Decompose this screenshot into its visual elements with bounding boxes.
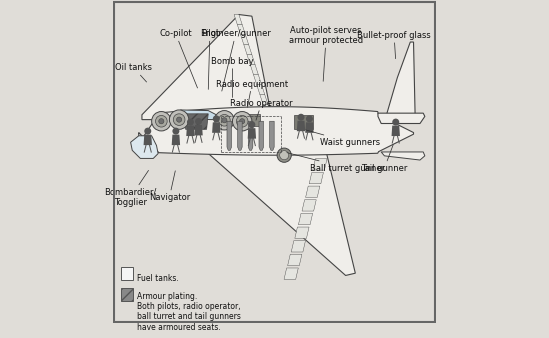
Polygon shape	[227, 121, 232, 150]
Text: Oil tanks: Oil tanks	[115, 64, 153, 82]
Circle shape	[195, 118, 202, 125]
Text: Ball turret gunner: Ball turret gunner	[287, 153, 385, 173]
Circle shape	[239, 119, 245, 124]
Polygon shape	[270, 121, 274, 150]
Circle shape	[215, 111, 234, 130]
Polygon shape	[313, 159, 327, 170]
Polygon shape	[294, 115, 313, 129]
Polygon shape	[257, 85, 265, 95]
Polygon shape	[212, 122, 221, 133]
Polygon shape	[306, 186, 320, 197]
Text: Bomb bay: Bomb bay	[211, 57, 254, 97]
Polygon shape	[383, 42, 415, 120]
Polygon shape	[131, 136, 158, 159]
Text: Tail gunner: Tail gunner	[361, 145, 407, 173]
Polygon shape	[194, 125, 203, 136]
Polygon shape	[206, 152, 355, 275]
Polygon shape	[247, 55, 255, 65]
Polygon shape	[291, 241, 305, 252]
Polygon shape	[238, 121, 242, 150]
Circle shape	[155, 115, 167, 127]
Circle shape	[277, 148, 292, 162]
Circle shape	[159, 119, 164, 124]
Polygon shape	[244, 45, 252, 55]
Circle shape	[306, 115, 313, 122]
Polygon shape	[144, 135, 152, 145]
Text: Radio operator: Radio operator	[230, 99, 293, 120]
Text: Bombardier/
Togglier: Bombardier/ Togglier	[104, 170, 157, 207]
Circle shape	[222, 118, 227, 123]
Polygon shape	[242, 114, 260, 126]
Text: Co-pilot: Co-pilot	[159, 29, 198, 88]
Text: Radio equipment: Radio equipment	[216, 79, 288, 107]
Circle shape	[170, 110, 189, 129]
Polygon shape	[378, 113, 425, 123]
Bar	[121, 288, 133, 301]
Circle shape	[232, 112, 252, 131]
Polygon shape	[248, 121, 253, 150]
Text: Armour plating.
Both pilots, radio operator,
ball turret and tail gunners
have a: Armour plating. Both pilots, radio opera…	[137, 292, 241, 332]
Polygon shape	[172, 135, 180, 145]
Circle shape	[248, 121, 255, 128]
Circle shape	[173, 114, 185, 125]
Circle shape	[144, 128, 152, 135]
Polygon shape	[248, 128, 256, 139]
Polygon shape	[309, 172, 323, 184]
Polygon shape	[186, 114, 208, 129]
Bar	[121, 267, 133, 280]
Circle shape	[213, 115, 220, 122]
Polygon shape	[305, 122, 313, 133]
Circle shape	[279, 151, 289, 160]
Circle shape	[177, 117, 182, 122]
Text: Auto-pilot serves
armour protected: Auto-pilot serves armour protected	[289, 26, 363, 81]
Polygon shape	[240, 34, 249, 45]
Polygon shape	[288, 254, 302, 266]
Polygon shape	[284, 268, 298, 279]
Circle shape	[152, 112, 171, 131]
Polygon shape	[391, 126, 400, 136]
Circle shape	[187, 119, 194, 126]
Polygon shape	[259, 121, 264, 150]
Polygon shape	[381, 152, 425, 160]
Text: Engineer/gunner: Engineer/gunner	[200, 29, 271, 91]
Polygon shape	[176, 110, 216, 120]
Circle shape	[219, 115, 230, 126]
Polygon shape	[302, 200, 316, 211]
Text: Pilot: Pilot	[201, 29, 219, 89]
Polygon shape	[186, 126, 195, 136]
Text: Fuel tanks.: Fuel tanks.	[137, 273, 179, 283]
Polygon shape	[254, 75, 261, 85]
Text: Waist gunners: Waist gunners	[306, 130, 380, 147]
Circle shape	[172, 128, 180, 135]
Polygon shape	[237, 25, 245, 34]
Polygon shape	[250, 65, 259, 75]
Polygon shape	[234, 15, 242, 25]
Circle shape	[392, 119, 399, 126]
Polygon shape	[139, 107, 413, 155]
Polygon shape	[299, 213, 312, 225]
Polygon shape	[295, 227, 309, 238]
Polygon shape	[263, 105, 271, 115]
Text: Navigator: Navigator	[149, 171, 190, 202]
Polygon shape	[142, 15, 271, 120]
Polygon shape	[260, 95, 268, 105]
Circle shape	[237, 115, 248, 127]
Polygon shape	[297, 121, 305, 131]
Circle shape	[298, 114, 305, 121]
Text: Bullet-proof glass: Bullet-proof glass	[357, 31, 431, 59]
